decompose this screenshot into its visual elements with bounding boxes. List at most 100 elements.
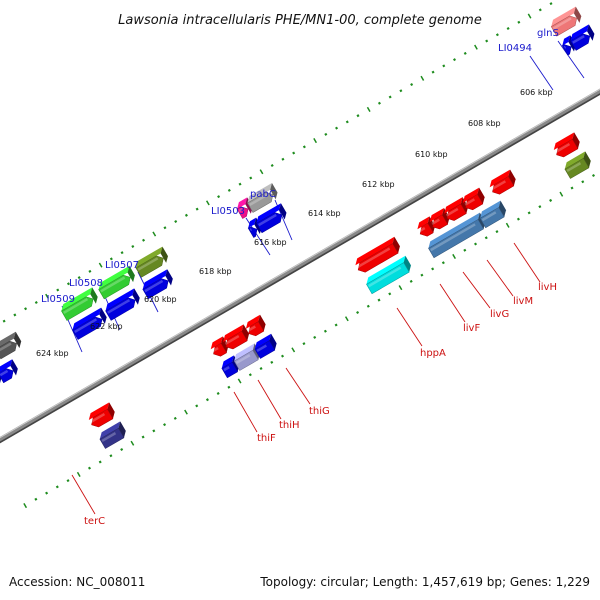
feature-front-face bbox=[465, 194, 484, 211]
feature-front-face bbox=[91, 408, 114, 428]
gene-feature-green bbox=[98, 265, 135, 300]
inner-scale-tick bbox=[398, 285, 403, 291]
gene-feature-red bbox=[210, 336, 229, 357]
gene-feature-red bbox=[417, 216, 436, 237]
gene-feature-blue bbox=[105, 288, 140, 321]
feature-front-face bbox=[247, 226, 258, 238]
inner-scale-tick bbox=[66, 479, 70, 483]
feature-front-face bbox=[0, 368, 14, 384]
inner-scale-tick bbox=[45, 491, 49, 495]
gene-label-LI0509: LI0509 bbox=[41, 294, 75, 305]
feature-highlight bbox=[491, 180, 507, 191]
gene-label-LI0508: LI0508 bbox=[69, 278, 103, 289]
feature-highlight bbox=[100, 276, 126, 293]
outer-scale-tick bbox=[88, 269, 92, 273]
feature-side-face bbox=[573, 6, 582, 23]
scale-label-622: 622 kbp bbox=[90, 322, 123, 331]
inner-scale-tick bbox=[291, 347, 296, 353]
feature-top-face bbox=[562, 35, 571, 46]
outer-scale-tick bbox=[217, 195, 221, 199]
outer-scale-tick bbox=[292, 151, 296, 155]
feature-top-face bbox=[247, 182, 272, 204]
feature-front-face bbox=[233, 349, 259, 371]
outer-scale-tick bbox=[517, 20, 521, 24]
feature-highlight bbox=[101, 432, 117, 442]
inner-scale-tick bbox=[23, 502, 28, 509]
feature-highlight bbox=[238, 208, 244, 212]
feature-front-face bbox=[561, 44, 572, 56]
inner-scale-tick bbox=[237, 378, 242, 384]
feature-top-face bbox=[210, 336, 223, 350]
feature-front-face bbox=[492, 176, 515, 195]
outer-scale-tick bbox=[13, 313, 17, 317]
gene-feature-red bbox=[245, 314, 266, 337]
feature-highlight bbox=[224, 335, 240, 345]
feature-side-face bbox=[118, 421, 126, 438]
outer-scale-tick bbox=[249, 176, 253, 180]
gene-feature-red bbox=[444, 197, 469, 221]
label-connector-line bbox=[557, 40, 585, 79]
feature-highlight bbox=[223, 366, 230, 372]
feature-side-face bbox=[165, 269, 173, 286]
gene-feature-steelblue bbox=[428, 212, 486, 259]
feature-top-face bbox=[0, 359, 13, 374]
outer-scale-tick bbox=[377, 101, 381, 105]
outer-scale-tick bbox=[66, 282, 70, 286]
feature-front-face bbox=[419, 222, 434, 237]
gene-feature-blue bbox=[142, 269, 173, 300]
feature-highlight bbox=[137, 257, 159, 271]
feature-top-face bbox=[234, 343, 255, 362]
gene-feature-salmon bbox=[550, 6, 582, 37]
inner-scale-tick bbox=[409, 279, 413, 283]
gene-feature-red bbox=[355, 236, 400, 273]
scale-label-608: 608 kbp bbox=[468, 119, 501, 128]
outer-scale-tick bbox=[174, 220, 178, 224]
feature-front-face bbox=[99, 427, 125, 449]
outer-scale-tick bbox=[184, 213, 188, 217]
feature-front-face bbox=[564, 157, 590, 179]
feature-highlight bbox=[481, 211, 497, 222]
feature-top-face bbox=[428, 212, 480, 249]
inner-scale-tick bbox=[216, 391, 220, 395]
scale-label-606: 606 kbp bbox=[520, 88, 553, 97]
feature-side-face bbox=[587, 24, 595, 41]
outer-scale-tick bbox=[538, 8, 542, 12]
inner-scale-tick bbox=[356, 311, 360, 315]
inner-scale-tick bbox=[313, 335, 317, 339]
feature-highlight bbox=[563, 45, 567, 49]
feature-front-face bbox=[446, 203, 467, 221]
inner-scale-tick bbox=[591, 174, 595, 178]
inner-scale-tick bbox=[420, 273, 424, 277]
inner-scale-tick bbox=[141, 435, 145, 439]
feature-front-face bbox=[254, 340, 276, 359]
gene-feature-red bbox=[88, 402, 115, 428]
map-title: Lawsonia intracellularis PHE/MN1-00, com… bbox=[118, 13, 482, 28]
inner-scale-tick bbox=[270, 360, 274, 364]
feature-front-face bbox=[221, 361, 238, 379]
feature-top-face bbox=[61, 287, 93, 312]
inner-scale-tick bbox=[205, 398, 209, 402]
feature-front-face bbox=[556, 138, 579, 158]
feature-highlight bbox=[430, 223, 476, 252]
outer-scale-tick bbox=[2, 319, 6, 323]
gene-feature-navy bbox=[99, 421, 126, 449]
scale-label-612: 612 kbp bbox=[362, 180, 395, 189]
feature-front-face bbox=[357, 243, 399, 273]
gene-feature-blue bbox=[0, 359, 18, 384]
gene-feature-red bbox=[553, 132, 580, 158]
gene-feature-red bbox=[429, 207, 450, 230]
feature-front-face bbox=[479, 207, 505, 229]
label-connector-line bbox=[462, 271, 491, 309]
scale-ticks bbox=[2, 2, 595, 509]
outer-scale-tick bbox=[313, 138, 318, 144]
feature-front-face bbox=[366, 262, 410, 295]
outer-scale-tick bbox=[463, 51, 467, 55]
feature-highlight bbox=[256, 344, 267, 352]
feature-highlight bbox=[63, 298, 89, 314]
feature-side-face bbox=[10, 359, 18, 376]
feature-side-face bbox=[269, 333, 277, 351]
feature-highlight bbox=[555, 143, 571, 153]
feature-highlight bbox=[235, 354, 251, 364]
feature-front-face bbox=[248, 321, 265, 337]
gene-label-hppA: hppA bbox=[420, 348, 446, 359]
